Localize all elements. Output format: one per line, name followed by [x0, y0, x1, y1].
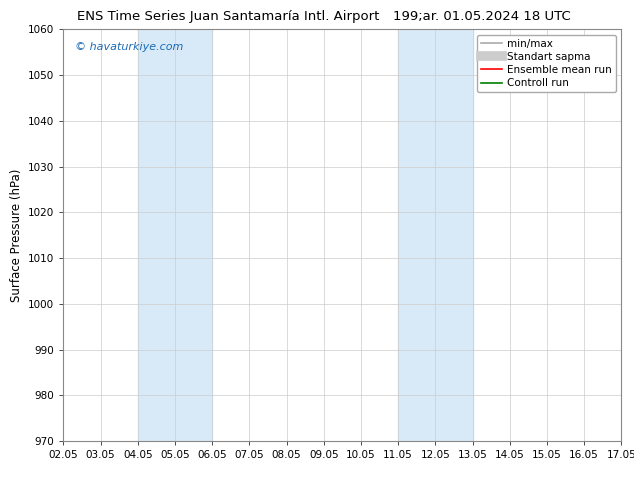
Text: ENS Time Series Juan Santamaría Intl. Airport: ENS Time Series Juan Santamaría Intl. Ai…: [77, 10, 379, 23]
Text: © havaturkiye.com: © havaturkiye.com: [75, 42, 183, 52]
Legend: min/max, Standart sapma, Ensemble mean run, Controll run: min/max, Standart sapma, Ensemble mean r…: [477, 35, 616, 92]
Bar: [398, 29, 472, 441]
Bar: [138, 29, 212, 441]
Y-axis label: Surface Pressure (hPa): Surface Pressure (hPa): [10, 169, 23, 302]
Text: 199;ar. 01.05.2024 18 UTC: 199;ar. 01.05.2024 18 UTC: [393, 10, 571, 23]
